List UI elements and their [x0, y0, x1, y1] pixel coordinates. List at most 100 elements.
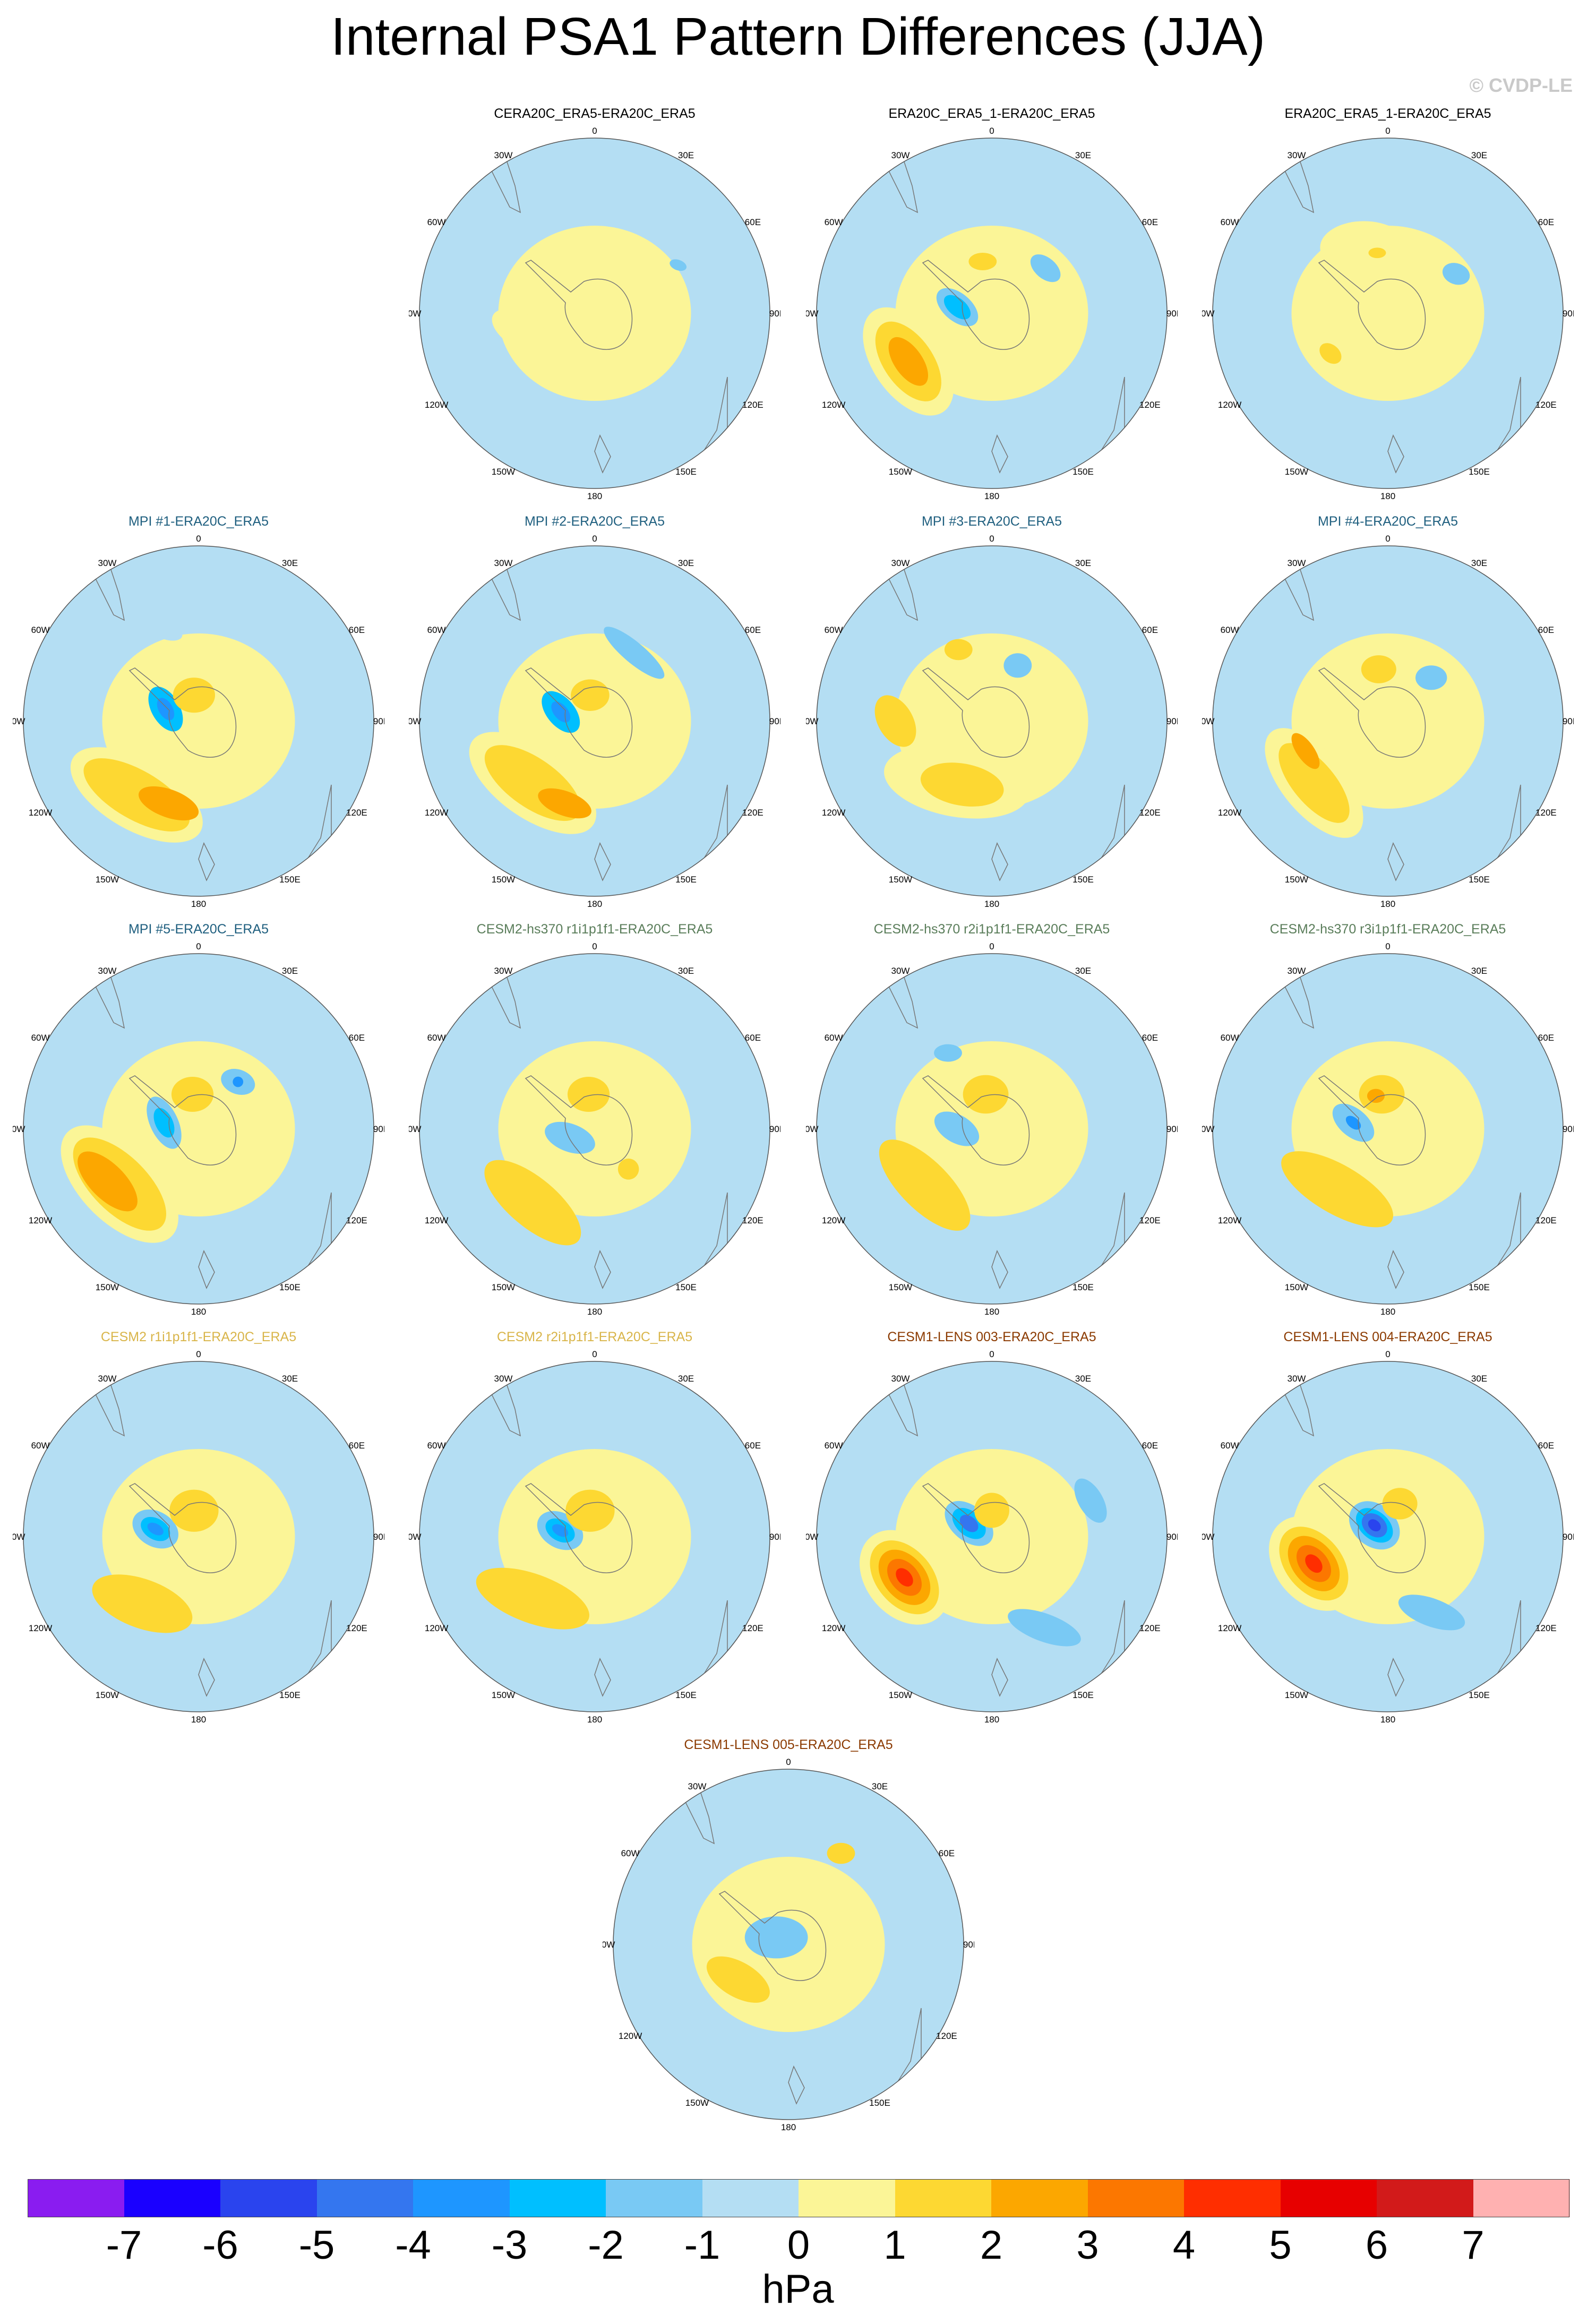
polar-map: 0 30E 60E 90E 120E 150E 180 150W 120W 90W 60W 30W	[13, 534, 384, 909]
anomaly-contour	[476, 1567, 589, 1630]
longitude-label: 180	[587, 491, 602, 501]
coastline	[1318, 1483, 1426, 1573]
polar-map: 0 30E 60E 90E 120E 150E 180 150W 120W 90W 60W 30W	[1202, 1349, 1574, 1725]
longitude-label: 180	[984, 491, 999, 501]
longitude-label: 30E	[1471, 1374, 1487, 1384]
longitude-label: 90E	[1563, 1124, 1574, 1134]
polar-map: 0 30E 60E 90E 120E 150E 180 150W 120W 90W 60W 30W	[1202, 941, 1574, 1317]
anomaly-contour	[896, 1568, 913, 1587]
anomaly-contour	[920, 762, 1004, 807]
coastline	[1387, 1658, 1404, 1697]
longitude-label: 180	[587, 899, 602, 909]
longitude-label: 90W	[1202, 1124, 1214, 1134]
longitude-label: 150E	[279, 874, 301, 885]
longitude-label: 150W	[492, 874, 515, 885]
coastline	[1387, 1250, 1404, 1289]
colorbar-tick-label: -2	[588, 2223, 624, 2268]
coastline	[128, 667, 237, 758]
credit-label: © CVDP-LE	[1469, 74, 1573, 96]
coastline	[594, 1658, 611, 1697]
panel-title: CESM2-hs370 r3i1p1f1-ERA20C_ERA5	[1269, 922, 1506, 937]
colorbar-tick-label: 4	[1172, 2223, 1196, 2268]
longitude-label: 90W	[806, 1532, 818, 1542]
longitude-label: 90E	[769, 1124, 780, 1134]
longitude-label: 150E	[675, 1282, 697, 1292]
longitude-label: 0	[989, 941, 994, 951]
anomaly-contour	[92, 1574, 193, 1633]
map-boundary	[419, 1361, 770, 1712]
longitude-label: 30E	[282, 558, 298, 568]
longitude-label: 30W	[891, 150, 910, 160]
map-panel: CERA20C_ERA5-ERA20C_ERA5 0 30E 60E 90E 120E 15…	[409, 106, 780, 510]
map-boundary	[23, 545, 374, 897]
colorbar-tick-label: 3	[1076, 2223, 1099, 2268]
longitude-label: 150W	[492, 467, 515, 477]
longitude-label: 90W	[806, 1124, 818, 1134]
longitude-label: 60E	[939, 1848, 955, 1858]
anomaly-contour	[1281, 1151, 1393, 1228]
panel-title: CESM1-LENS 003-ERA20C_ERA5	[887, 1330, 1096, 1344]
anomaly-contour	[874, 695, 916, 747]
anomaly-contour	[565, 1489, 615, 1532]
longitude-label: 60E	[745, 1441, 761, 1451]
longitude-label: 120E	[742, 400, 763, 410]
longitude-label: 150E	[869, 2098, 890, 2108]
longitude-label: 150W	[1285, 874, 1308, 885]
colorbar-tick-label: 5	[1269, 2223, 1292, 2268]
longitude-label: 60W	[31, 1441, 50, 1451]
longitude-label: 90W	[806, 716, 818, 726]
longitude-label: 120E	[346, 1215, 367, 1225]
anomaly-contour	[233, 1076, 244, 1087]
longitude-label: 90W	[409, 1532, 421, 1542]
longitude-label: 30E	[1471, 966, 1487, 976]
coastline	[922, 260, 1030, 350]
longitude-label: 120W	[29, 1623, 52, 1633]
longitude-label: 90W	[1202, 1532, 1214, 1542]
coastline	[198, 842, 215, 881]
longitude-label: 30W	[1288, 966, 1306, 976]
anomaly-contour	[173, 678, 216, 713]
longitude-label: 60E	[1538, 1033, 1554, 1043]
colorbar	[28, 2179, 1570, 2217]
longitude-label: 30W	[98, 558, 117, 568]
colorbar-tick-label: -1	[684, 2223, 720, 2268]
longitude-label: 90E	[1563, 716, 1574, 726]
anomaly-contour	[1030, 254, 1061, 282]
colorbar-swatch	[991, 2179, 1088, 2217]
longitude-label: 60E	[1142, 217, 1158, 227]
anomaly-contour	[1320, 221, 1408, 274]
longitude-label: 30W	[494, 1374, 513, 1384]
colorbar-swatch	[1087, 2179, 1185, 2217]
longitude-label: 90E	[1166, 1532, 1178, 1542]
longitude-label: 180	[191, 1307, 206, 1317]
map-panel: CESM2-hs370 r3i1p1f1-ERA20C_ERA5 0 30E 60E 9…	[1202, 922, 1574, 1325]
colorbar-swatch	[316, 2179, 414, 2217]
longitude-label: 0	[592, 534, 597, 544]
anomaly-contour	[1074, 1478, 1107, 1523]
longitude-label: 150W	[889, 467, 912, 477]
anomaly-contour	[492, 309, 555, 356]
anomaly-contour	[959, 1514, 979, 1532]
coastline	[594, 434, 611, 474]
panel-title: CESM2 r1i1p1f1-ERA20C_ERA5	[100, 1330, 297, 1344]
longitude-label: 150W	[96, 1282, 119, 1292]
map-panel: CESM1-LENS 004-ERA20C_ERA5 0 30E 60E 90E 120E…	[1202, 1330, 1574, 1733]
coastline	[525, 260, 633, 350]
anomaly-contour	[153, 1108, 175, 1138]
longitude-label: 90W	[409, 716, 421, 726]
polar-map: 0 30E 60E 90E 120E 150E 180 150W 120W 90W 60W 30W	[806, 1349, 1178, 1725]
longitude-label: 120E	[1139, 1623, 1161, 1633]
polar-map: 0 30E 60E 90E 120E 150E 180 150W 120W 90W 60W 30W	[806, 941, 1178, 1317]
longitude-label: 120W	[1218, 400, 1241, 410]
longitude-label: 90W	[409, 1124, 421, 1134]
coastline	[525, 1483, 633, 1573]
longitude-label: 90W	[806, 308, 818, 319]
longitude-label: 30E	[872, 1781, 888, 1791]
longitude-label: 150E	[1072, 874, 1094, 885]
anomaly-contour	[827, 1842, 855, 1864]
longitude-label: 30W	[494, 558, 513, 568]
coastline	[788, 2065, 805, 2105]
longitude-label: 180	[1380, 491, 1395, 501]
coastline	[198, 1658, 215, 1697]
longitude-label: 120W	[425, 1215, 448, 1225]
